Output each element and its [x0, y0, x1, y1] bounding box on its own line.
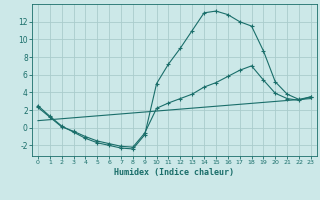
X-axis label: Humidex (Indice chaleur): Humidex (Indice chaleur) — [115, 168, 234, 177]
